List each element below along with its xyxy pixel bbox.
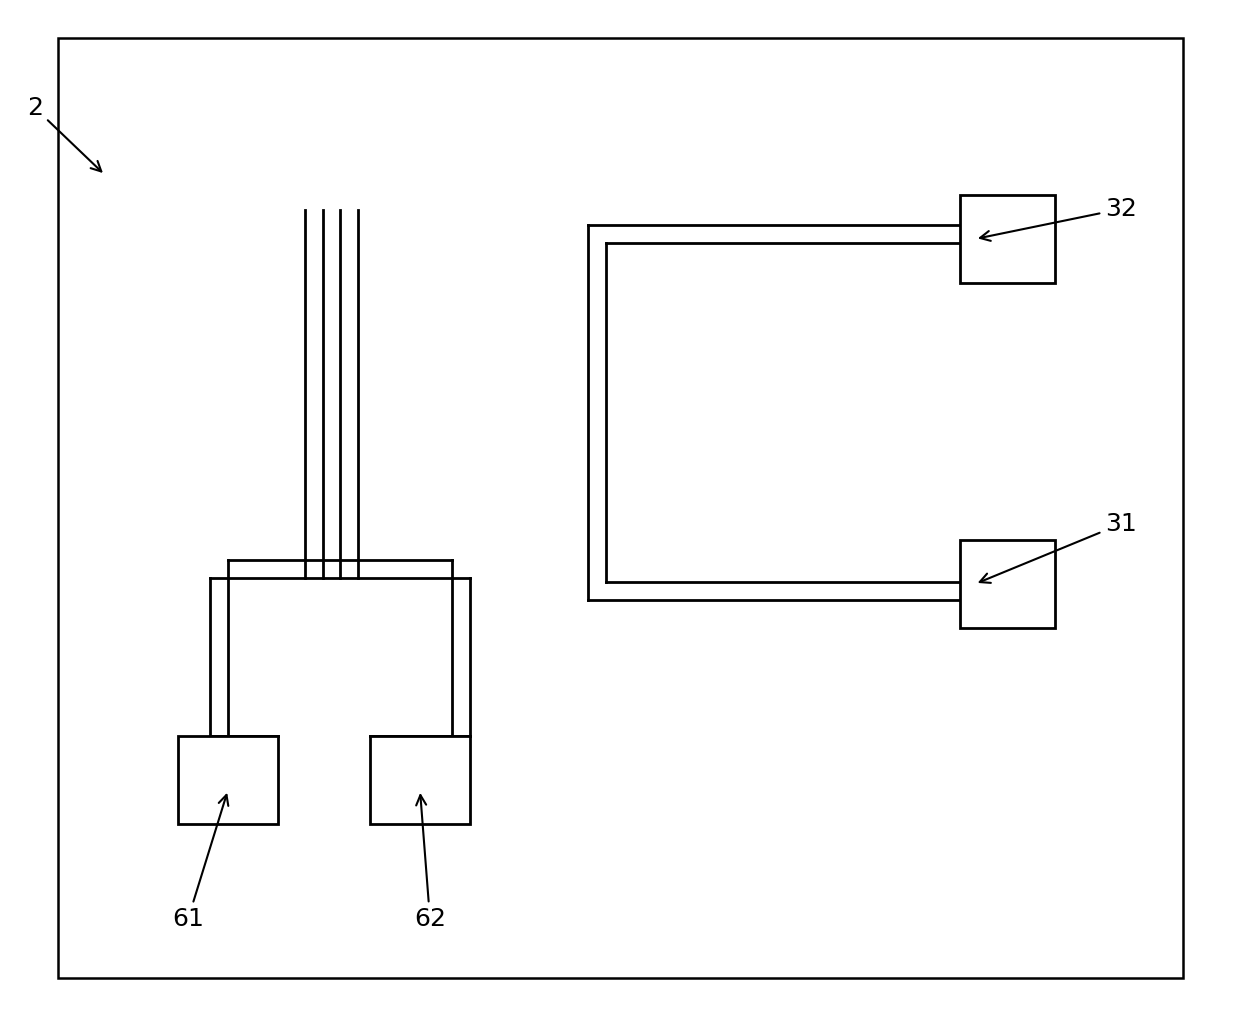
- Bar: [960, 195, 1055, 283]
- Bar: [370, 736, 470, 824]
- Text: 31: 31: [980, 512, 1137, 583]
- Bar: [960, 540, 1055, 628]
- Text: 32: 32: [980, 197, 1137, 241]
- Bar: [179, 736, 278, 824]
- Text: 2: 2: [27, 96, 102, 172]
- Text: 61: 61: [172, 795, 228, 931]
- Text: 62: 62: [414, 795, 446, 931]
